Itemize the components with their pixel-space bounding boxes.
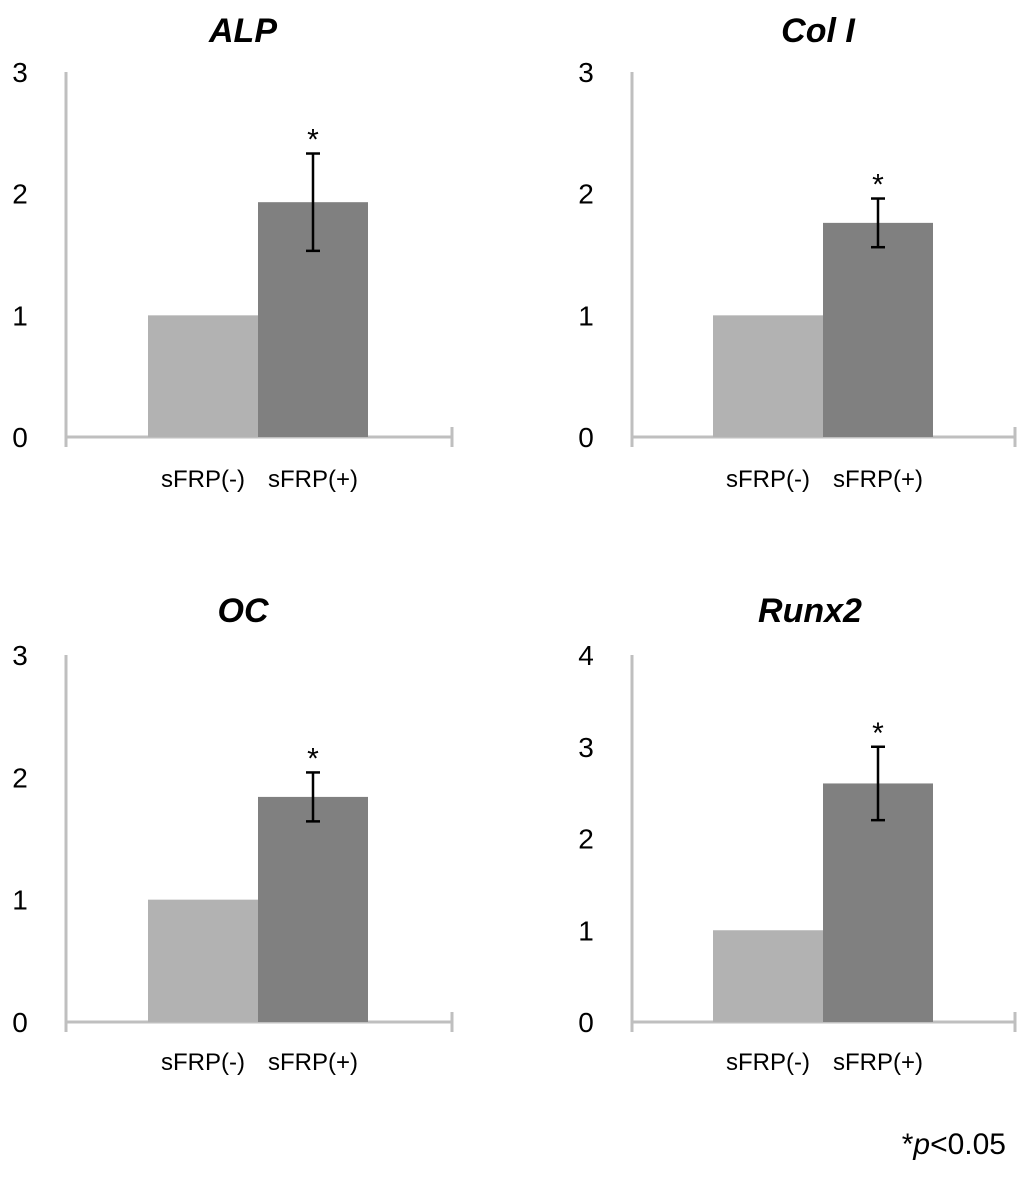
x-category-label: sFRP(-) xyxy=(161,1049,245,1076)
significance-asterisk: * xyxy=(872,717,884,750)
bar-sfrp-negative xyxy=(148,899,258,1022)
y-tick-label: 1 xyxy=(12,300,28,331)
x-category-label: sFRP(-) xyxy=(726,466,810,493)
y-tick-label: 4 xyxy=(578,640,594,671)
significance-footnote: *p<0.05 xyxy=(902,1128,1006,1162)
bar-sfrp-positive xyxy=(823,222,933,437)
y-tick-label: 1 xyxy=(12,885,28,916)
bar-sfrp-positive xyxy=(823,783,933,1022)
y-tick-label: 1 xyxy=(578,300,594,331)
panel-title: ALP xyxy=(208,12,277,50)
panel-title: Col I xyxy=(781,12,856,50)
chart-panel-1: ALP 0 1 2 3 sFRP(-) sFRP(+) * xyxy=(12,12,454,493)
footnote-threshold: <0.05 xyxy=(930,1128,1006,1161)
panel-title: Runx2 xyxy=(758,592,862,630)
significance-asterisk: * xyxy=(872,169,884,202)
footnote-asterisk: * xyxy=(901,1128,914,1161)
x-category-label: sFRP(+) xyxy=(268,466,358,493)
y-tick-label: 0 xyxy=(12,1007,28,1038)
chart-panel-3: OC 0 1 2 3 sFRP(-) sFRP(+) * xyxy=(12,592,454,1076)
y-tick-label: 3 xyxy=(578,732,594,763)
x-category-label: sFRP(-) xyxy=(161,466,245,493)
y-tick-label: 3 xyxy=(12,640,28,671)
x-category-label: sFRP(+) xyxy=(833,466,923,493)
y-tick-label: 2 xyxy=(578,179,594,210)
y-tick-label: 2 xyxy=(12,762,28,793)
y-tick-label: 1 xyxy=(578,915,594,946)
y-tick-label: 0 xyxy=(578,1007,594,1038)
y-tick-label: 2 xyxy=(12,179,28,210)
chart-panel-4: Runx2 0 1 2 3 4 sFRP(-) sFRP(+) * xyxy=(578,592,1017,1076)
y-tick-label: 0 xyxy=(12,422,28,453)
bar-sfrp-positive xyxy=(258,796,368,1022)
x-category-label: sFRP(-) xyxy=(726,1049,810,1076)
bar-sfrp-negative xyxy=(713,315,823,437)
y-tick-label: 3 xyxy=(578,57,594,88)
significance-asterisk: * xyxy=(307,742,319,775)
y-tick-label: 2 xyxy=(578,824,594,855)
bar-sfrp-negative xyxy=(713,930,823,1022)
panel-title: OC xyxy=(218,592,269,630)
significance-asterisk: * xyxy=(307,124,319,157)
chart-panel-2: Col I 0 1 2 3 sFRP(-) sFRP(+) * xyxy=(578,12,1017,493)
y-tick-label: 0 xyxy=(578,422,594,453)
footnote-p: p xyxy=(913,1128,931,1161)
x-category-label: sFRP(+) xyxy=(833,1049,923,1076)
y-tick-label: 3 xyxy=(12,57,28,88)
x-category-label: sFRP(+) xyxy=(268,1049,358,1076)
bar-sfrp-negative xyxy=(148,315,258,437)
